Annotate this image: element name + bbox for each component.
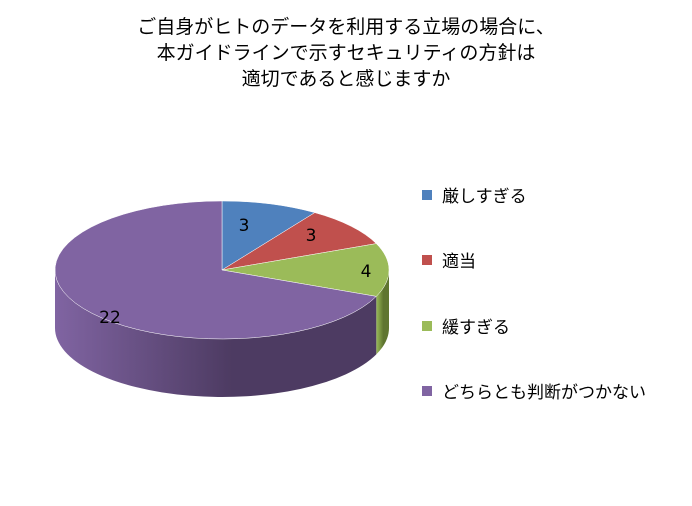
pie-slice xyxy=(54,200,377,340)
legend-item: 緩すぎる xyxy=(422,313,510,338)
title-line: ご自身がヒトのデータを利用する立場の場合に、 xyxy=(137,16,555,38)
legend-swatch xyxy=(422,189,432,200)
title-line: 本ガイドラインで示すセキュリティの方針は xyxy=(156,42,536,64)
legend-label: 適当 xyxy=(442,252,476,272)
pie-slice xyxy=(221,212,377,271)
legend-swatch xyxy=(422,254,432,265)
legend-label: どちらとも判断がつかない xyxy=(442,383,646,403)
pie-slice xyxy=(221,200,316,271)
data-label: 4 xyxy=(361,262,372,282)
pie-slice xyxy=(221,243,390,297)
legend-label: 緩すぎる xyxy=(442,318,510,338)
pie-slice-side xyxy=(55,270,377,398)
legend-item: 適当 xyxy=(422,247,476,272)
legend-item: 厳しすぎる xyxy=(422,182,527,207)
data-label: 3 xyxy=(306,226,317,246)
legend-swatch xyxy=(422,320,432,331)
data-label: 22 xyxy=(99,308,121,328)
data-label: 3 xyxy=(239,216,250,236)
legend-item: どちらとも判断がつかない xyxy=(422,378,646,403)
pie-slice-side xyxy=(376,270,389,355)
title-line: 適切であると感じますか xyxy=(241,68,451,90)
chart-title: ご自身がヒトのデータを利用する立場の場合に、 本ガイドラインで示すセキュリティの… xyxy=(0,14,692,92)
legend-label: 厳しすぎる xyxy=(442,187,527,207)
legend-swatch xyxy=(422,385,432,396)
